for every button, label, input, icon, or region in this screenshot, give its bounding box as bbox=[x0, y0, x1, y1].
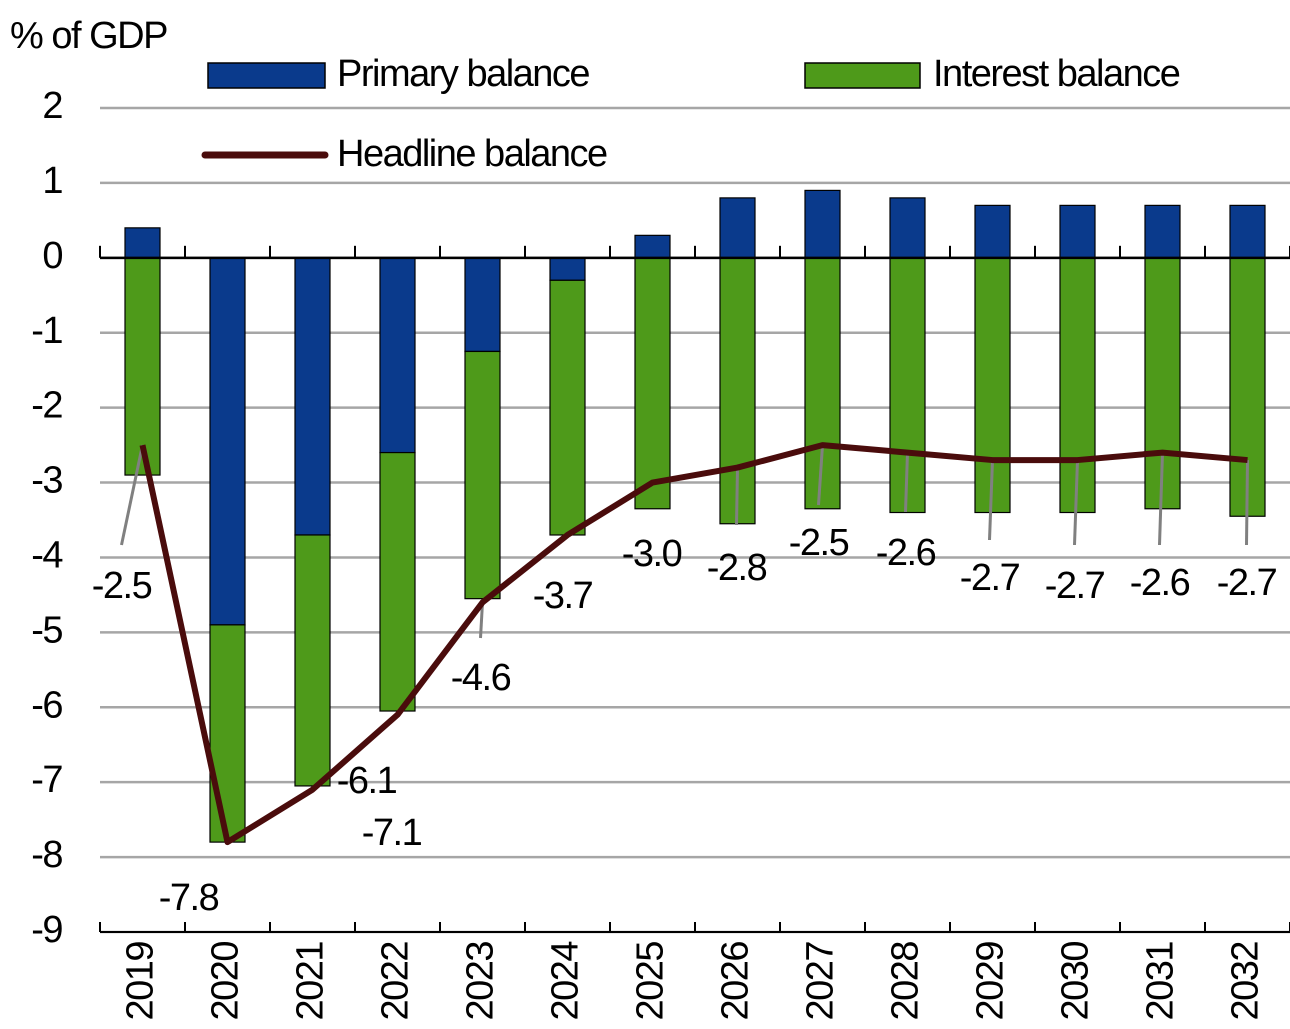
y-tick-label: -7 bbox=[31, 759, 62, 801]
data-label: -2.8 bbox=[707, 547, 767, 589]
leader-line bbox=[479, 602, 484, 639]
data-label: -2.5 bbox=[789, 522, 849, 564]
y-tick-label: 2 bbox=[42, 85, 62, 127]
bar bbox=[209, 257, 246, 626]
x-tick-label: 2028 bbox=[885, 942, 927, 1021]
y-tick-label: -8 bbox=[31, 834, 62, 876]
x-tick-label: 2029 bbox=[970, 942, 1012, 1021]
leader-line bbox=[735, 467, 739, 526]
x-tick-label: 2032 bbox=[1225, 942, 1267, 1021]
bar bbox=[124, 257, 161, 476]
bar bbox=[294, 257, 331, 536]
bar bbox=[549, 279, 586, 536]
data-label: -2.7 bbox=[1217, 562, 1277, 604]
line bbox=[139, 442, 1248, 846]
x-tick-label: 2031 bbox=[1140, 942, 1182, 1021]
bar bbox=[1059, 257, 1096, 514]
leader-line bbox=[817, 444, 824, 506]
legend-label: Headline balance bbox=[337, 133, 607, 175]
data-label: -2.7 bbox=[960, 557, 1020, 599]
x-tick-label: 2026 bbox=[715, 942, 757, 1021]
bar bbox=[1229, 204, 1266, 259]
bar bbox=[804, 189, 841, 259]
leader-line bbox=[1158, 452, 1164, 546]
y-tick-label: -4 bbox=[31, 534, 63, 576]
bar bbox=[549, 257, 586, 281]
x-tick-label: 2021 bbox=[290, 942, 332, 1021]
bar bbox=[209, 624, 246, 843]
y-tick-label: -1 bbox=[31, 310, 62, 352]
bar bbox=[974, 204, 1011, 259]
bar bbox=[1144, 204, 1181, 259]
data-label: -7.8 bbox=[159, 877, 219, 919]
data-label: -6.1 bbox=[337, 760, 397, 802]
bar bbox=[634, 257, 671, 510]
legend-swatch bbox=[207, 62, 326, 89]
x-tick-label: 2023 bbox=[460, 942, 502, 1021]
legend-swatch bbox=[804, 62, 921, 89]
leader-line bbox=[1245, 460, 1249, 546]
leader-line bbox=[120, 444, 144, 546]
data-label: -3.7 bbox=[533, 575, 593, 617]
data-label: -2.6 bbox=[1130, 562, 1190, 604]
y-axis-label: % of GDP bbox=[10, 15, 167, 57]
leader-line bbox=[1073, 460, 1079, 546]
bar bbox=[124, 227, 161, 259]
y-tick-label: -6 bbox=[31, 684, 62, 726]
bar bbox=[379, 451, 416, 712]
data-label: -4.6 bbox=[451, 657, 511, 699]
bar bbox=[294, 534, 331, 787]
bar bbox=[464, 350, 501, 600]
x-tick-label: 2019 bbox=[120, 942, 162, 1021]
x-tick-label: 2024 bbox=[545, 941, 587, 1021]
y-tick-label: -2 bbox=[31, 385, 62, 427]
y-tick-label: 1 bbox=[42, 160, 62, 202]
legend-label: Interest balance bbox=[933, 53, 1180, 95]
bar bbox=[1059, 204, 1096, 259]
y-tick-label: -9 bbox=[31, 909, 62, 951]
bar bbox=[379, 257, 416, 454]
bar bbox=[634, 234, 671, 259]
x-tick-label: 2022 bbox=[375, 942, 417, 1021]
data-label: -2.6 bbox=[876, 532, 936, 574]
y-tick-label: 0 bbox=[42, 235, 62, 277]
leader-line bbox=[988, 460, 994, 541]
bar bbox=[804, 257, 841, 510]
legend-label: Primary balance bbox=[337, 53, 589, 95]
data-label: -2.7 bbox=[1045, 565, 1105, 607]
y-tick-label: -3 bbox=[31, 460, 62, 502]
bar bbox=[464, 257, 501, 353]
x-tick-label: 2020 bbox=[205, 942, 247, 1021]
y-tick-label: -5 bbox=[31, 609, 62, 651]
bar bbox=[889, 197, 926, 259]
data-label: -2.5 bbox=[92, 565, 152, 607]
x-tick-label: 2027 bbox=[800, 942, 842, 1021]
bar bbox=[719, 197, 756, 259]
data-label: -3.0 bbox=[622, 533, 682, 575]
x-tick-label: 2030 bbox=[1055, 942, 1097, 1021]
leader-line bbox=[904, 452, 909, 513]
x-tick-label: 2025 bbox=[630, 942, 672, 1021]
data-label: -7.1 bbox=[362, 812, 422, 854]
